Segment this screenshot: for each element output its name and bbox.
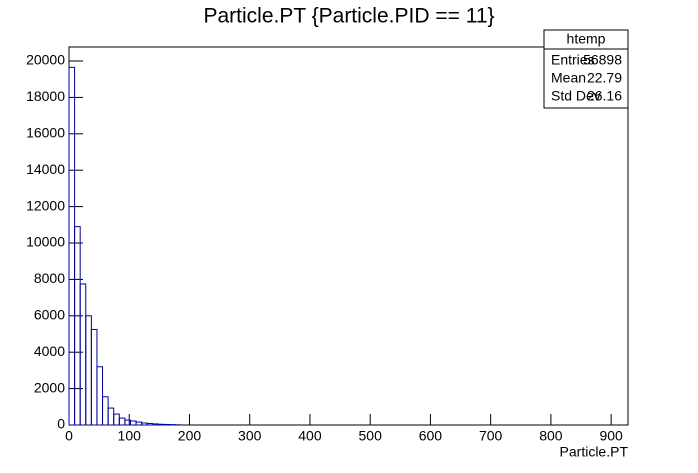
stats-frame (543, 29, 629, 109)
y-tick-label: 6000 (34, 307, 65, 323)
stats-value: 56898 (583, 52, 622, 68)
bar (96, 366, 104, 426)
stats-label: Mean (551, 70, 586, 86)
x-tick-label: 700 (479, 428, 503, 444)
stats-value: 26.16 (587, 88, 622, 104)
x-tick-label: 100 (118, 428, 142, 444)
y-tick-label: 2000 (34, 379, 65, 395)
y-tick-label: 0 (57, 416, 65, 432)
x-tick-label: 300 (238, 428, 262, 444)
y-tick-label: 14000 (26, 161, 65, 177)
bar (157, 423, 165, 426)
x-tick-label: 800 (539, 428, 563, 444)
y-tick-label: 20000 (26, 52, 65, 68)
y-tick-label: 12000 (26, 197, 65, 213)
x-tick-label: 400 (298, 428, 322, 444)
y-tick-label: 4000 (34, 343, 65, 359)
x-axis-label: Particle.PT (560, 444, 629, 460)
stats-label: Std Dev (551, 88, 601, 104)
y-tick-label: 16000 (26, 125, 65, 141)
y-tick-label: 8000 (34, 270, 65, 286)
bar (163, 423, 171, 426)
chart-title: Particle.PT {Particle.PID == 11} (203, 5, 494, 28)
x-tick-label: 600 (419, 428, 443, 444)
stats-value: 22.79 (587, 70, 622, 86)
x-tick-label: 500 (359, 428, 383, 444)
y-tick-label: 10000 (26, 234, 65, 250)
x-tick-label: 200 (178, 428, 202, 444)
x-tick-label: 900 (599, 428, 623, 444)
stats-label: Entries (551, 52, 595, 68)
stats-title: htemp (567, 31, 606, 47)
y-tick-label: 18000 (26, 88, 65, 104)
stats-box: htemp Entries 56898 Mean 22.79 Std Dev 2… (543, 29, 629, 109)
x-tick-label: 0 (65, 428, 73, 444)
